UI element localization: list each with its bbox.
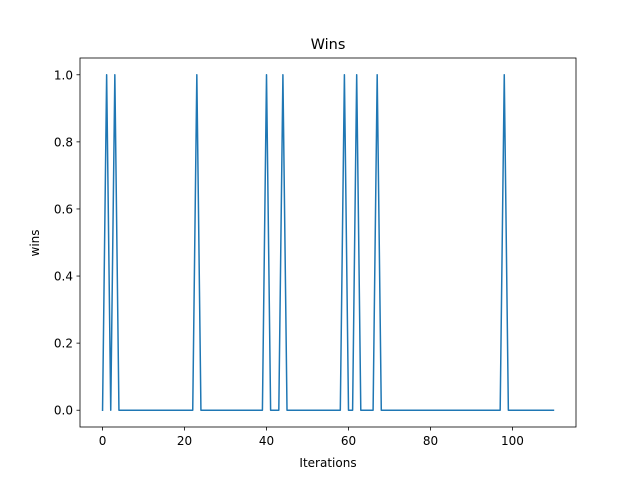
y-tick-label: 0.6 [54,202,73,216]
y-tick-label: 0.0 [54,404,73,418]
x-tick-label: 0 [99,434,107,448]
y-axis: 0.0 0.2 0.4 0.6 0.8 1.0 [54,68,80,418]
x-tick-label: 40 [259,434,274,448]
y-axis-label: wins [28,229,42,256]
x-tick-label: 80 [423,434,438,448]
y-tick-label: 0.8 [54,135,73,149]
y-tick-label: 0.4 [54,270,73,284]
x-axis: 0 20 40 60 80 100 [99,427,524,448]
x-tick-label: 60 [341,434,356,448]
plot-frame [79,57,577,428]
y-tick-label: 1.0 [54,68,73,82]
series-line-0 [101,74,555,411]
chart-title: Wins [311,37,346,53]
x-tick-label: 100 [501,434,524,448]
y-tick-label: 0.2 [54,337,73,351]
plot-area [101,74,555,411]
x-tick-label: 20 [177,434,192,448]
x-axis-label: Iterations [299,456,356,470]
